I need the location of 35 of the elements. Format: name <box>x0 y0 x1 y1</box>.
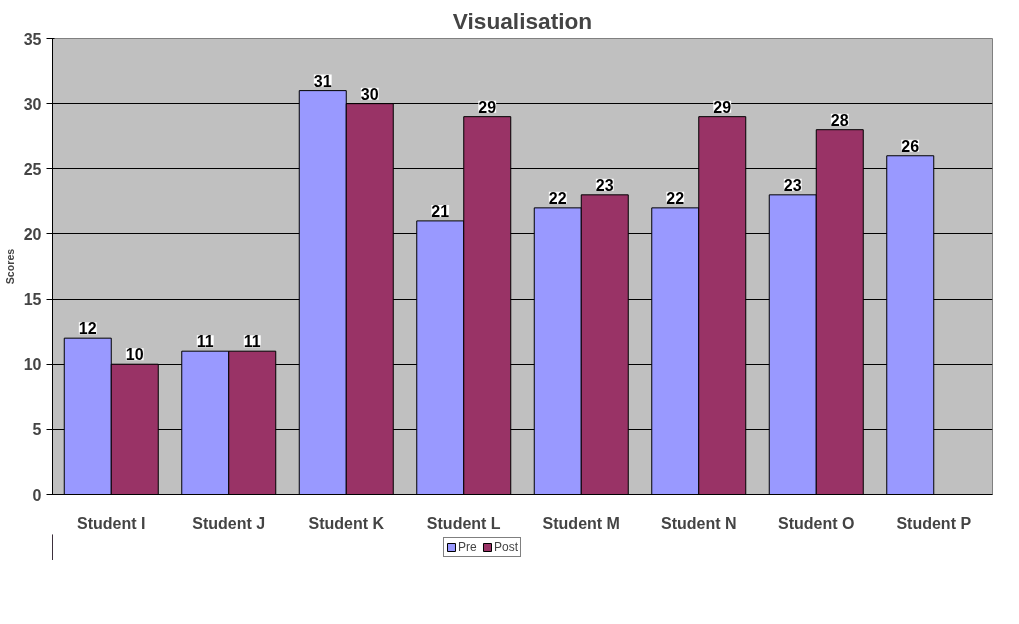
data-label: 30 <box>360 85 379 103</box>
data-label: 10 <box>125 346 144 364</box>
data-label: 23 <box>595 176 614 194</box>
data-label: 11 <box>243 333 261 351</box>
data-label: 21 <box>431 202 450 220</box>
x-tick-label: Student L <box>426 514 501 532</box>
data-label: 31 <box>313 72 332 90</box>
y-tick-label: 30 <box>23 95 42 113</box>
y-tick-label: 5 <box>32 421 42 439</box>
x-tick-label: Student N <box>660 514 737 532</box>
y-tick-label: 15 <box>23 291 42 309</box>
x-tick-label: Student P <box>896 514 972 532</box>
legend-label: Post <box>493 540 519 554</box>
y-tick-label: 25 <box>23 160 42 178</box>
x-tick-label: Student K <box>308 514 385 532</box>
data-label: 26 <box>901 137 920 155</box>
y-tick-label: 35 <box>23 30 42 48</box>
legend-label: Pre <box>457 540 478 554</box>
data-label: 12 <box>78 320 97 338</box>
data-label: 29 <box>713 98 732 116</box>
data-label: 28 <box>830 111 849 129</box>
data-label: 29 <box>478 98 497 116</box>
data-label: 22 <box>666 189 685 207</box>
chart-title: Visualisation <box>452 7 593 34</box>
x-tick-label: Student J <box>192 514 266 532</box>
y-axis-title: Scores <box>3 248 16 285</box>
x-tick-label: Student I <box>77 514 146 532</box>
data-label: 22 <box>548 189 567 207</box>
data-label: 11 <box>196 333 214 351</box>
x-tick-label: Student O <box>778 514 855 532</box>
y-tick-label: 0 <box>32 486 42 504</box>
y-tick-label: 10 <box>23 356 42 374</box>
data-label: 23 <box>783 176 802 194</box>
x-tick-label: Student M <box>542 514 620 532</box>
y-tick-label: 20 <box>23 225 42 243</box>
